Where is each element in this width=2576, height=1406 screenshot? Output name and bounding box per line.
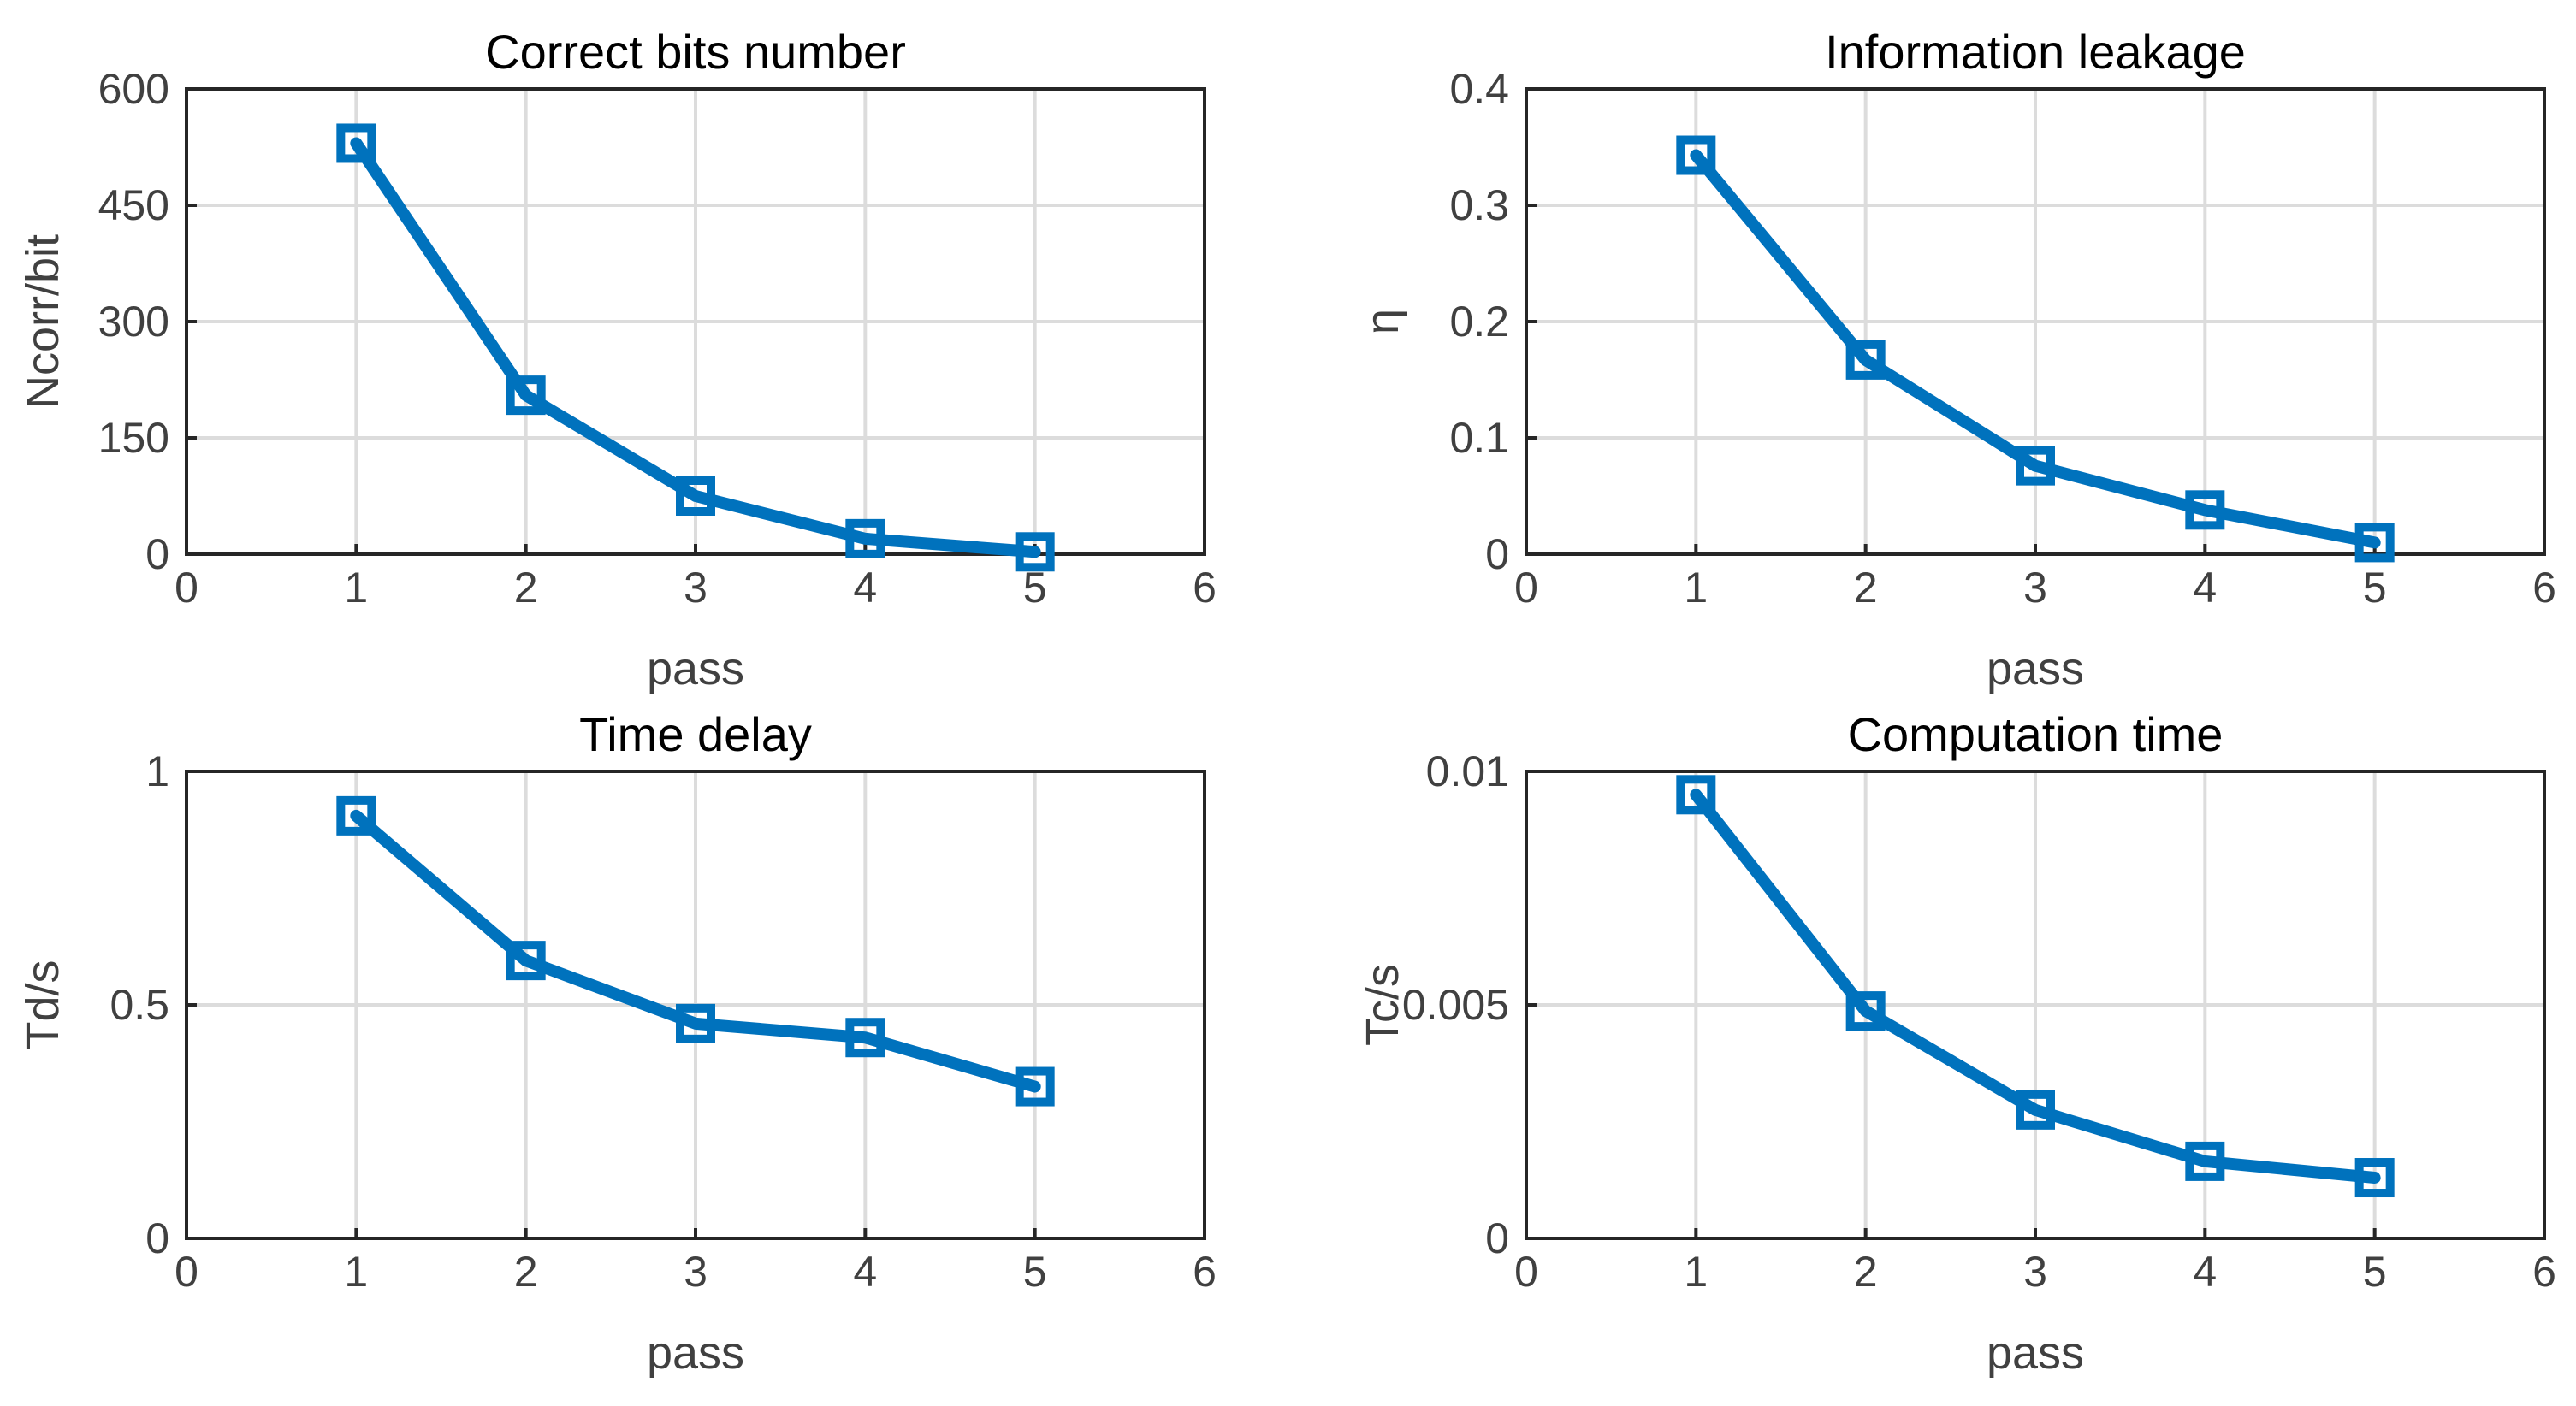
y-tick-label: 150 [98, 414, 169, 462]
x-tick-label: 6 [2532, 564, 2556, 611]
x-tick-label: 2 [1854, 564, 1878, 611]
x-axis-label: pass [647, 1327, 744, 1379]
y-tick-label: 450 [98, 181, 169, 229]
x-tick-label: 6 [1193, 1248, 1217, 1296]
x-tick-label: 0 [175, 1248, 198, 1296]
data-point-marker [2354, 523, 2395, 563]
subplot-1: 0 1 2 3 4 5 6 0 150 300 450 600 Correct bits number p… [17, 25, 1217, 694]
x-axis-label: pass [647, 643, 744, 694]
data-point-marker [2354, 1158, 2395, 1198]
x-tick-label: 3 [684, 564, 708, 611]
subplot-3: 0 1 2 3 4 5 6 0 0.5 1 Time delay pass Td/s [17, 707, 1217, 1379]
y-tick-label: 0 [145, 530, 169, 578]
x-tick-label: 1 [344, 564, 368, 611]
chart-title: Time delay [579, 707, 812, 761]
data-point-marker [336, 795, 376, 836]
data-point-marker [1015, 1066, 1055, 1107]
x-tick-label: 4 [853, 564, 877, 611]
data-point-marker [676, 476, 715, 516]
x-tick-label: 6 [2532, 1248, 2556, 1296]
data-point-marker [1676, 775, 1716, 815]
data-point-marker [2016, 446, 2055, 486]
x-tick-label: 6 [1193, 564, 1217, 611]
y-tick-label: 300 [98, 298, 169, 346]
y-tick-label: 0.3 [1449, 181, 1509, 229]
x-tick-label: 3 [2023, 1248, 2047, 1296]
chart-title: Information leakage [1825, 25, 2246, 79]
series-line [1690, 789, 2381, 1184]
x-tick-label: 0 [1514, 564, 1538, 611]
x-tick-label: 2 [514, 1248, 538, 1296]
y-tick-label: 0.4 [1449, 65, 1509, 113]
y-axis-label: Ncorr/bit [17, 234, 68, 409]
y-tick-label: 0.005 [1402, 981, 1509, 1029]
x-tick-label: 5 [2363, 1248, 2387, 1296]
data-point-marker [2185, 490, 2225, 530]
y-tick-label: 0 [145, 1214, 169, 1262]
x-tick-label: 1 [1684, 564, 1708, 611]
data-point-marker [1676, 135, 1716, 175]
x-tick-label: 3 [684, 1248, 708, 1296]
data-point-marker [2185, 1141, 2225, 1181]
data-point-marker [845, 1018, 885, 1058]
x-tick-label: 5 [1023, 1248, 1047, 1296]
x-tick-label: 1 [1684, 1248, 1708, 1296]
y-tick-label: 0.01 [1426, 747, 1509, 795]
x-tick-label: 0 [175, 564, 198, 611]
data-point-marker [506, 375, 546, 416]
data-point-marker [336, 123, 376, 163]
y-axis-label: η [1357, 309, 1408, 334]
chart-title: Computation time [1848, 707, 2224, 761]
data-point-marker [845, 518, 885, 558]
data-point-marker [1845, 991, 1886, 1031]
data-point-marker [2016, 1090, 2055, 1130]
data-point-marker [1845, 340, 1886, 380]
chart-title: Correct bits number [485, 25, 906, 79]
x-tick-label: 4 [2193, 1248, 2217, 1296]
x-axis-label: pass [1987, 643, 2084, 694]
x-tick-label: 2 [514, 564, 538, 611]
y-axis-label: Tc/s [1357, 964, 1408, 1046]
x-tick-label: 3 [2023, 564, 2047, 611]
x-tick-label: 1 [344, 1248, 368, 1296]
series-line [1690, 149, 2381, 549]
x-tick-label: 0 [1514, 1248, 1538, 1296]
x-tick-label: 5 [2363, 564, 2387, 611]
subplot-4: 0 1 2 3 4 5 6 0 0.005 0.01 Computation time pass Tc/… [1357, 707, 2556, 1379]
y-tick-label: 1 [145, 747, 169, 795]
y-tick-label: 0.2 [1449, 298, 1509, 346]
subplot-2: 0 1 2 3 4 5 6 0 0.1 0.2 0.3 0.4 Information leakage p… [1357, 25, 2556, 694]
y-tick-label: 0 [1485, 1214, 1509, 1262]
y-tick-label: 0.5 [110, 981, 169, 1029]
y-tick-label: 600 [98, 65, 169, 113]
data-point-marker [506, 941, 546, 981]
y-tick-label: 0 [1485, 530, 1509, 578]
y-axis-label: Td/s [17, 960, 68, 1049]
data-point-marker [676, 1003, 715, 1043]
x-tick-label: 4 [853, 1248, 877, 1296]
x-tick-label: 2 [1854, 1248, 1878, 1296]
x-tick-label: 4 [2193, 564, 2217, 611]
series-line [350, 137, 1041, 558]
x-tick-label: 5 [1023, 564, 1047, 611]
series-line [350, 809, 1041, 1093]
x-axis-label: pass [1987, 1327, 2084, 1379]
y-tick-label: 0.1 [1449, 414, 1509, 462]
data-point-marker [1015, 532, 1055, 572]
